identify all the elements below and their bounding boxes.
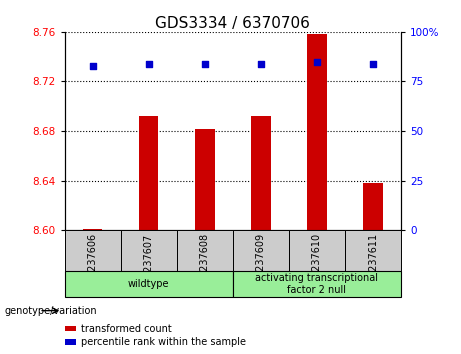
Bar xyxy=(65,271,233,297)
Bar xyxy=(345,230,401,271)
Point xyxy=(257,61,265,67)
Bar xyxy=(233,230,289,271)
Bar xyxy=(289,230,345,271)
Text: GSM237607: GSM237607 xyxy=(144,233,154,293)
Title: GDS3334 / 6370706: GDS3334 / 6370706 xyxy=(155,16,310,31)
Bar xyxy=(65,230,121,271)
Bar xyxy=(121,230,177,271)
Text: percentile rank within the sample: percentile rank within the sample xyxy=(82,337,246,347)
Bar xyxy=(177,230,233,271)
Bar xyxy=(195,129,214,230)
Text: GSM237606: GSM237606 xyxy=(88,233,98,292)
Text: GSM237608: GSM237608 xyxy=(200,233,210,292)
Bar xyxy=(307,34,327,230)
Point xyxy=(313,59,321,64)
Bar xyxy=(251,116,271,230)
Text: wildtype: wildtype xyxy=(128,279,170,289)
Text: transformed count: transformed count xyxy=(82,324,172,334)
Point xyxy=(89,63,96,68)
Bar xyxy=(363,183,383,230)
Bar xyxy=(139,116,159,230)
Point xyxy=(201,61,208,67)
Point xyxy=(369,61,377,67)
Text: GSM237609: GSM237609 xyxy=(256,233,266,292)
Point xyxy=(145,61,152,67)
Bar xyxy=(65,326,77,331)
Text: GSM237611: GSM237611 xyxy=(368,233,378,292)
Text: activating transcriptional
factor 2 null: activating transcriptional factor 2 null xyxy=(255,273,378,295)
Bar xyxy=(65,339,77,345)
Text: genotype/variation: genotype/variation xyxy=(5,306,97,316)
Text: GSM237610: GSM237610 xyxy=(312,233,322,292)
Bar xyxy=(83,229,102,230)
Bar xyxy=(233,271,401,297)
